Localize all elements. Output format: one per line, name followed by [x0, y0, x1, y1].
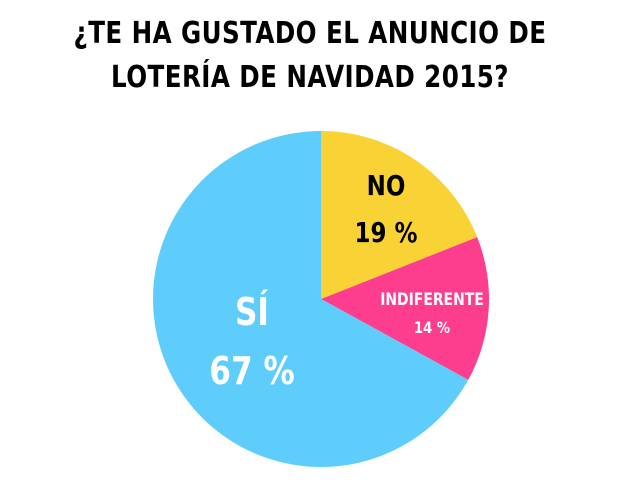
slice-label-no: NO — [367, 170, 406, 203]
slice-value-indiferente: 14 % — [414, 319, 450, 338]
chart-title: ¿TE HA GUSTADO EL ANUNCIO DE LOTERÍA DE … — [0, 12, 620, 100]
slice-label-indiferente: INDIFERENTE — [380, 290, 484, 310]
slice-label-si: SÍ — [235, 289, 269, 335]
chart-title-line-1: ¿TE HA GUSTADO EL ANUNCIO DE — [73, 16, 547, 51]
pie-slice-si — [153, 131, 469, 467]
chart-title-line-2: LOTERÍA DE NAVIDAD 2015? — [111, 60, 509, 95]
pie-slice-no — [321, 131, 478, 299]
slice-value-no: 19 % — [355, 217, 418, 250]
slice-value-si: 67 % — [209, 350, 294, 394]
pie-slice-indiferente — [321, 237, 490, 380]
